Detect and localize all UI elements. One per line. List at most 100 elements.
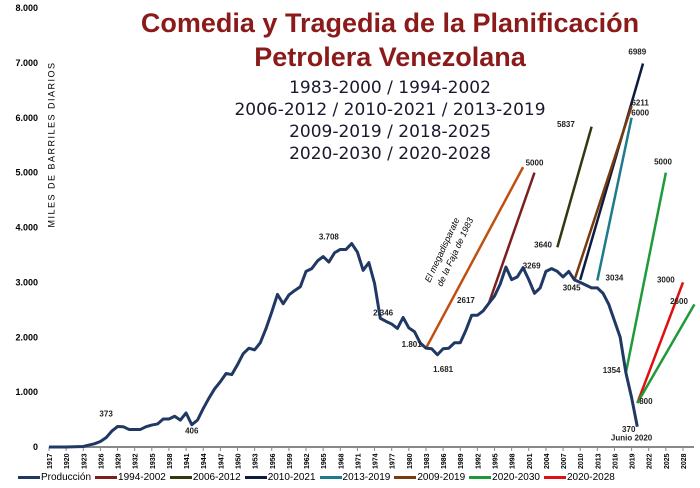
subtitle-line: 1983-2000 / 1994-2002 [289, 78, 491, 98]
legend-label: Producción [41, 472, 92, 483]
x-tick-label: 1926 [98, 453, 105, 469]
x-tick-label: 1983 [424, 453, 431, 469]
data-label: 5000 [654, 157, 672, 166]
y-tick-label: 1.000 [15, 387, 38, 397]
chart-title-line2: Petrolera Venezolana [254, 42, 526, 72]
x-tick-label: 1968 [338, 453, 345, 469]
x-tick-label: 2025 [664, 453, 671, 469]
x-tick-label: 1947 [218, 453, 225, 469]
x-tick-label: 2016 [612, 453, 619, 469]
data-label: 1.801 [402, 340, 423, 349]
legend-item: 1994-2002 [95, 472, 166, 483]
legend-label: 1994-2002 [118, 472, 166, 483]
data-label: 3045 [563, 284, 581, 293]
y-axis-label: MILES DE BARRILES DIARIOS [46, 61, 57, 228]
x-tick-label: 1956 [270, 453, 277, 469]
data-label: Junio 2020 [611, 433, 653, 442]
x-tick-label: 2022 [647, 453, 654, 469]
plan-line-2010-2021 [578, 63, 645, 281]
legend-swatch [95, 476, 118, 479]
legend-label: 2010-2021 [267, 472, 316, 483]
x-tick-label: 1932 [133, 453, 140, 469]
x-tick-label: 1995 [493, 453, 500, 469]
legend-item: 2009-2019 [394, 472, 465, 483]
legend-item: 2020-2030 [469, 472, 540, 483]
legend-label: 2009-2019 [417, 472, 466, 483]
x-tick-label: 1959 [287, 453, 294, 469]
subtitle-line: 2009-2019 / 2018-2025 [289, 122, 491, 142]
x-tick-label: 1953 [253, 453, 260, 469]
x-tick-label: 2010 [578, 453, 585, 469]
y-tick-label: 6.000 [15, 113, 38, 123]
data-label: 2.346 [373, 308, 394, 317]
subtitle-line: 2006-2012 / 2010-2021 / 2013-2019 [234, 100, 546, 120]
legend-label: 2013-2019 [342, 472, 391, 483]
data-label: 3269 [523, 262, 541, 271]
data-label: 6211 [631, 99, 649, 108]
legend-item: 2020-2028 [544, 472, 615, 483]
x-tick-label: 1962 [304, 453, 311, 469]
x-tick-label: 1998 [510, 453, 517, 469]
x-tick-label: 2028 [681, 453, 688, 469]
legend-swatch [18, 476, 40, 479]
data-label: 3.708 [319, 233, 340, 242]
data-label: 6989 [628, 48, 646, 57]
legend-swatch [319, 476, 342, 479]
data-label: 800 [639, 397, 653, 406]
x-tick-label: 1929 [116, 453, 123, 469]
production-line [49, 242, 639, 449]
data-label: 3640 [534, 240, 552, 249]
legend: Producción 1994-2002 2006-2012 2010-2021 201… [18, 472, 615, 483]
x-tick-label: 1941 [184, 453, 191, 469]
data-label: 1.681 [433, 365, 454, 374]
plan-line-2009-2019 [573, 105, 633, 281]
y-tick-label: 4.000 [15, 223, 38, 233]
x-tick-label: 1917 [47, 453, 54, 469]
data-label: 373 [99, 409, 113, 418]
plan-line-2006-2012 [556, 126, 593, 248]
data-label: 3034 [606, 274, 624, 283]
x-tick-label: 1935 [150, 453, 157, 469]
data-label: 3000 [657, 275, 675, 284]
x-tick-label: 2004 [544, 453, 551, 469]
x-tick-label: 1938 [167, 453, 174, 469]
data-label: 6000 [631, 109, 649, 118]
plan-line-1994-2002 [487, 172, 536, 304]
x-tick-label: 1977 [390, 453, 397, 469]
x-tick-label: 1986 [441, 453, 448, 469]
legend-item: 2010-2021 [244, 472, 316, 483]
plan-line-2020-2028 [636, 281, 685, 404]
legend-label: 2006-2012 [192, 472, 241, 483]
x-tick-label: 1974 [373, 453, 380, 469]
x-tick-label: 2001 [527, 453, 534, 469]
x-tick-label: 1920 [64, 453, 71, 469]
y-tick-label: 3.000 [15, 277, 38, 287]
x-tick-label: 1923 [81, 453, 88, 469]
legend-item: Producción [18, 472, 91, 483]
legend-label: 2020-2030 [492, 472, 540, 483]
legend-label: 2020-2028 [567, 472, 615, 483]
chart-title: Comedia y Tragedia de la Planificación [140, 8, 640, 38]
x-tick-label: 1965 [321, 453, 328, 469]
plan-line-1983-2000 [424, 166, 525, 349]
legend-swatch [244, 476, 267, 479]
data-label: 1354 [603, 366, 621, 375]
y-tick-label: 0 [33, 442, 38, 452]
subtitle-line: 2020-2030 / 2020-2028 [289, 144, 491, 164]
x-tick-label: 1980 [407, 453, 414, 469]
x-tick-label: 2007 [561, 453, 568, 469]
data-label: 406 [185, 426, 199, 435]
data-label: 2600 [670, 297, 688, 306]
plan-line-2018-2025 [624, 172, 668, 373]
y-tick-label: 5.000 [15, 168, 38, 178]
x-tick-label: 2013 [595, 453, 602, 469]
legend-item: 2006-2012 [169, 472, 241, 483]
y-tick-label: 2.000 [15, 332, 38, 342]
legend-item: 2013-2019 [319, 472, 391, 483]
plan-line-2020-2030 [636, 303, 696, 404]
y-tick-label: 8.000 [15, 3, 38, 13]
legend-swatch [169, 476, 192, 479]
legend-swatch [394, 476, 417, 479]
